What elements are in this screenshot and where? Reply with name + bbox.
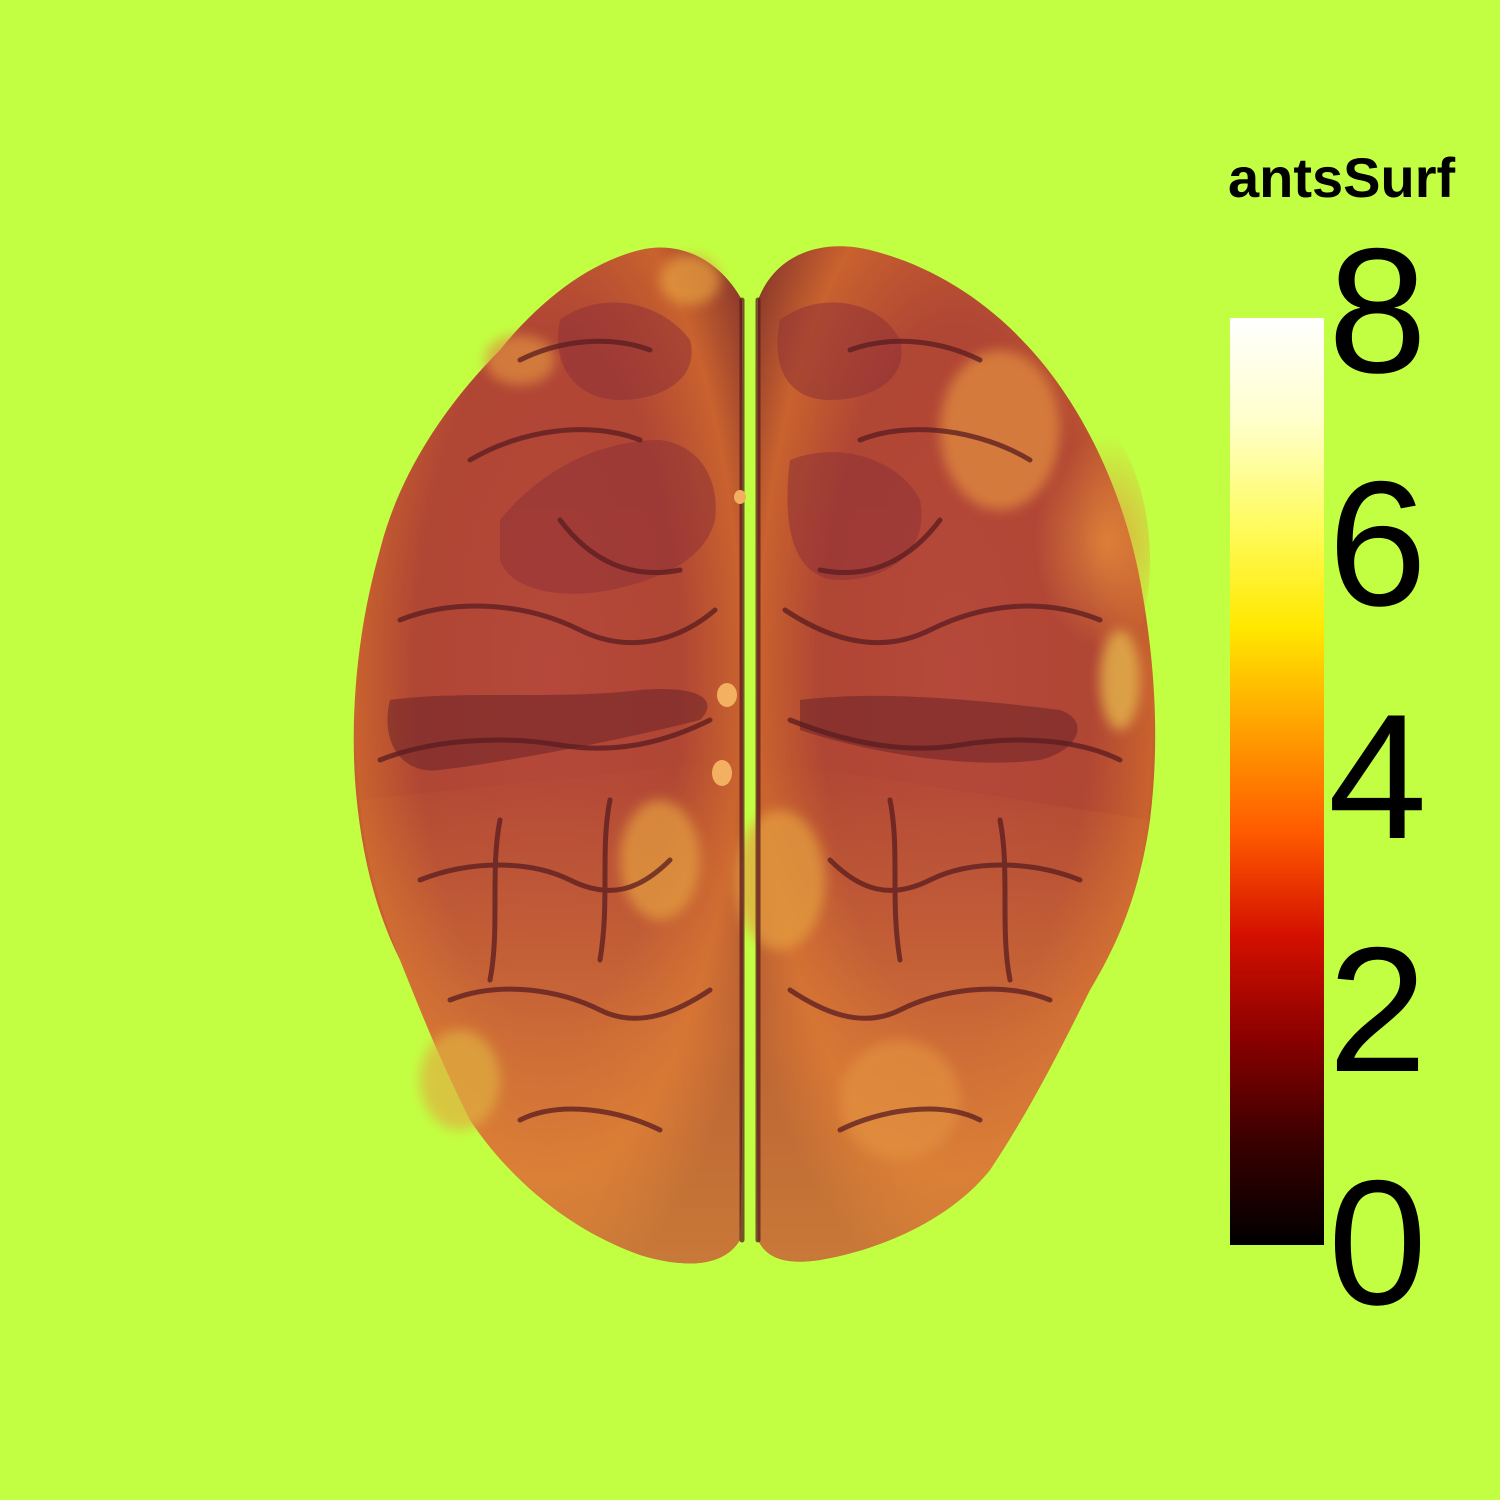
colorbar xyxy=(1230,318,1324,1245)
colorbar-title: antsSurf xyxy=(1228,146,1456,209)
colorbar-tick-6: 6 xyxy=(1328,444,1427,643)
colorbar-tick-0: 0 xyxy=(1328,1143,1427,1342)
colorbar-tick-8: 8 xyxy=(1328,211,1427,410)
midline-spots xyxy=(712,490,746,786)
colorbar-tick-4: 4 xyxy=(1328,677,1427,876)
colorbar-tick-2: 2 xyxy=(1328,910,1427,1109)
